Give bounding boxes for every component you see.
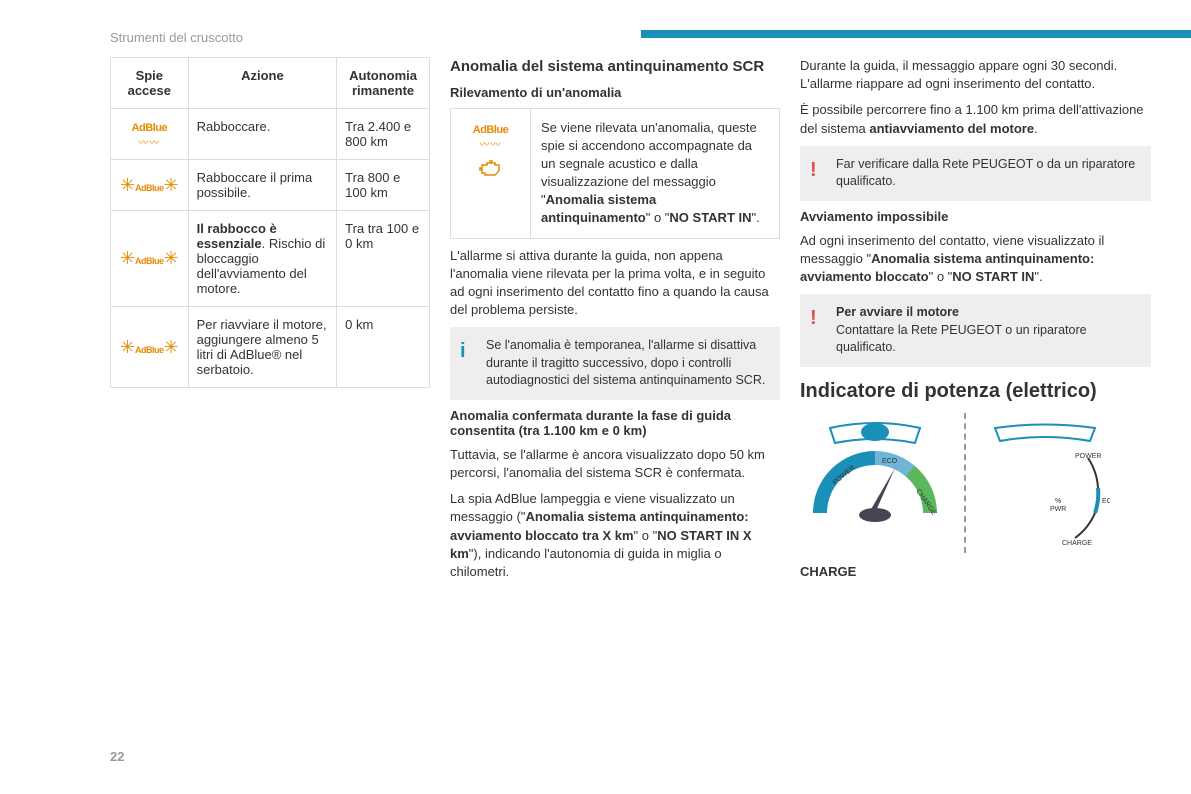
paragraph: La spia AdBlue lampeggia e viene visuali… <box>450 490 780 581</box>
bold-text: NO START IN <box>952 269 1034 284</box>
gauge-label-power: POWER <box>1075 453 1101 460</box>
table-row: ✳AdBlue✳ Per riavviare il motore, aggiun… <box>111 307 430 388</box>
column-1: Spie accese Azione Autonomia rimanente A… <box>110 57 430 589</box>
bold-text: Anomalia sistema antinquinamento <box>541 192 656 225</box>
page-number: 22 <box>110 749 124 764</box>
cell-action: Rabboccare. <box>188 109 337 160</box>
adblue-burst-icon: ✳ <box>120 248 135 268</box>
gauge-label-eco: ECO <box>882 458 898 465</box>
heading-avviamento: Avviamento impossibile <box>800 209 1151 224</box>
note-text: Se l'anomalia è temporanea, l'allarme si… <box>486 338 765 387</box>
burst-icon: ✳ <box>164 175 179 195</box>
text: " o " <box>646 210 670 225</box>
cell-action: Per riavviare il motore, aggiungere alme… <box>188 307 337 388</box>
adblue-icon: AdBlue <box>135 183 164 193</box>
info-note: i Se l'anomalia è temporanea, l'allarme … <box>450 327 780 400</box>
box-text: Se viene rilevata un'anomalia, queste sp… <box>531 109 779 238</box>
adblue-burst-icon: ✳ <box>120 175 135 195</box>
heading-scr: Anomalia del sistema antinquinamento SCR <box>450 57 780 77</box>
column-2: Anomalia del sistema antinquinamento SCR… <box>450 57 780 589</box>
gauge-separator <box>964 413 966 553</box>
th-spie: Spie accese <box>111 58 189 109</box>
charge-label: CHARGE <box>800 563 1151 581</box>
digital-gauge: POWER ECO CHARGE % PWR <box>980 413 1110 553</box>
bold-text: NO START IN <box>669 210 751 225</box>
cell-range: 0 km <box>337 307 430 388</box>
gauge-label-pwr2: PWR <box>1050 506 1066 513</box>
cell-range: Tra 2.400 e 800 km <box>337 109 430 160</box>
cell-action: Rabboccare il prima possibile. <box>188 160 337 211</box>
warning-icon: ! <box>810 156 817 184</box>
engine-icon <box>479 159 503 179</box>
text: " o " <box>634 528 658 543</box>
adblue-icon: AdBlue <box>473 124 509 136</box>
gauge-label-eco: ECO <box>1102 498 1110 505</box>
adblue-icon: AdBlue <box>135 256 164 266</box>
header-accent-bar <box>641 30 1191 38</box>
info-icon: i <box>460 337 466 365</box>
cell-action: Il rabbocco è essenziale. Rischio di blo… <box>188 211 337 307</box>
wavy-underline: 〰〰 <box>480 140 502 151</box>
warning-table: Spie accese Azione Autonomia rimanente A… <box>110 57 430 388</box>
gauge-label-pwr: % <box>1055 498 1061 505</box>
cell-range: Tra tra 100 e 0 km <box>337 211 430 307</box>
note-text: Far verificare dalla Rete PEUGEOT o da u… <box>836 157 1135 189</box>
text: " o " <box>929 269 953 284</box>
note-bold: Per avviare il motore <box>836 305 959 319</box>
burst-icon: ✳ <box>164 248 179 268</box>
th-azione: Azione <box>188 58 337 109</box>
paragraph: Durante la guida, il messaggio appare og… <box>800 57 1151 93</box>
text: . <box>1034 121 1038 136</box>
adblue-icon: AdBlue <box>135 345 164 355</box>
main-content: Spie accese Azione Autonomia rimanente A… <box>110 57 1151 589</box>
paragraph: È possibile percorrere fino a 1.100 km p… <box>800 101 1151 137</box>
heading-rilevamento: Rilevamento di un'anomalia <box>450 85 780 100</box>
note-text: Contattare la Rete PEUGEOT o un riparato… <box>836 323 1087 355</box>
column-3: Durante la guida, il messaggio appare og… <box>800 57 1151 589</box>
text: ". <box>752 210 760 225</box>
warning-icon: ! <box>810 304 817 332</box>
heading-indicatore: Indicatore di potenza (elettrico) <box>800 379 1151 403</box>
table-row: ✳AdBlue✳ Il rabbocco è essenziale. Risch… <box>111 211 430 307</box>
adblue-burst-icon: ✳ <box>120 337 135 357</box>
adblue-icon: AdBlue <box>132 122 168 134</box>
table-row: AdBlue 〰〰 Rabboccare. Tra 2.400 e 800 km <box>111 109 430 160</box>
analog-gauge: POWER ECO CHARGE <box>800 413 950 553</box>
info-box: AdBlue 〰〰 Se viene rilevata un'anomalia, … <box>450 108 780 239</box>
gauge-diagram: POWER ECO CHARGE POWER ECO CHARGE % PWR <box>800 413 1151 553</box>
th-autonomia: Autonomia rimanente <box>337 58 430 109</box>
burst-icon: ✳ <box>164 337 179 357</box>
icon-cell: AdBlue 〰〰 <box>451 109 531 238</box>
wavy-underline: 〰〰 <box>138 138 160 149</box>
text: "), indicando l'autonomia di guida in mi… <box>450 546 722 579</box>
paragraph: Ad ogni inserimento del contatto, viene … <box>800 232 1151 287</box>
table-row: ✳AdBlue✳ Rabboccare il prima possibile. … <box>111 160 430 211</box>
warning-note: ! Per avviare il motore Contattare la Re… <box>800 294 1151 367</box>
heading-confermata: Anomalia confermata durante la fase di g… <box>450 408 780 438</box>
cell-range: Tra 800 e 100 km <box>337 160 430 211</box>
text: ". <box>1034 269 1042 284</box>
gauge-label-charge: CHARGE <box>1062 540 1092 547</box>
warning-note: ! Far verificare dalla Rete PEUGEOT o da… <box>800 146 1151 201</box>
paragraph: L'allarme si attiva durante la guida, no… <box>450 247 780 320</box>
bold-text: antiavviamento del motore <box>869 121 1034 136</box>
gauge-needle <box>870 468 895 513</box>
paragraph: Tuttavia, se l'allarme è ancora visualiz… <box>450 446 780 482</box>
